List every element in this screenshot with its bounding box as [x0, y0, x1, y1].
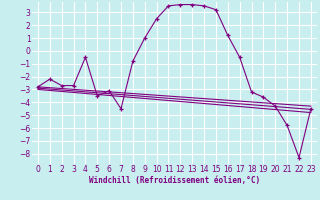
X-axis label: Windchill (Refroidissement éolien,°C): Windchill (Refroidissement éolien,°C)	[89, 176, 260, 185]
